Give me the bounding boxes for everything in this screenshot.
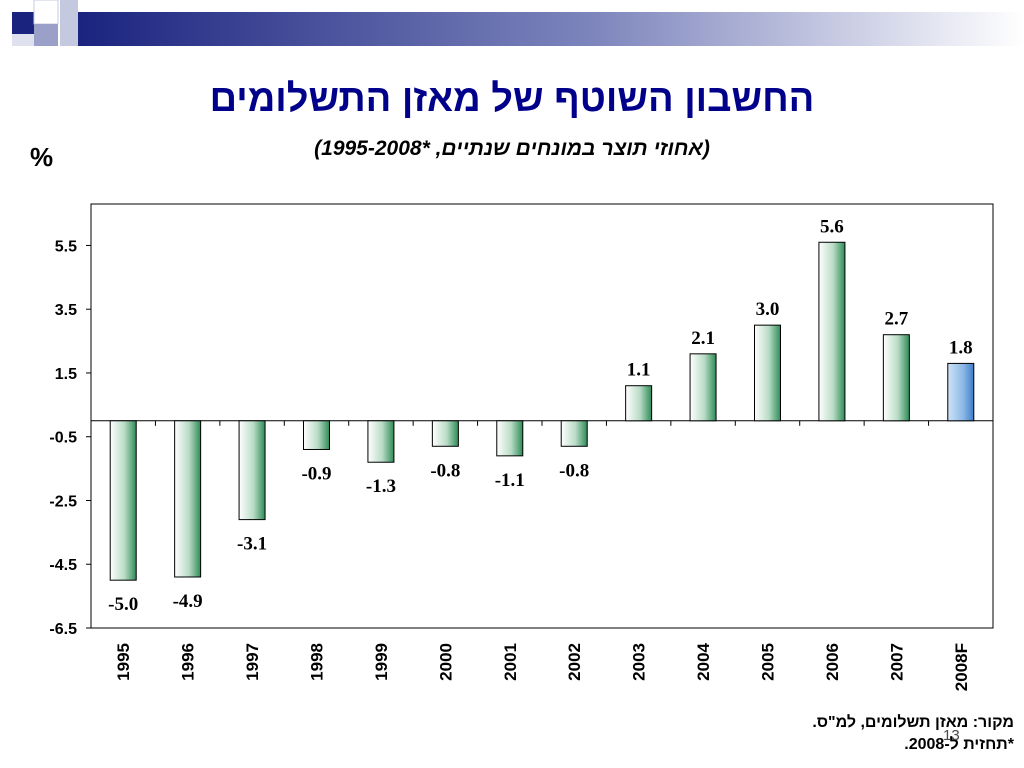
x-label-1995: 1995 — [114, 643, 133, 681]
value-label-2007: 2.7 — [884, 309, 908, 330]
x-label-2003: 2003 — [630, 643, 649, 681]
y-tick-label: -6.5 — [49, 621, 77, 638]
bar-2008F — [947, 362, 975, 422]
y-tick-label: -4.5 — [49, 557, 77, 574]
x-axis-labels: 1995 1996 1997 1998 1999 2000 2001 2002 2003 2004… — [114, 420, 971, 691]
x-label-1997: 1997 — [243, 643, 262, 681]
bar-2001 — [496, 420, 524, 457]
x-label-2004: 2004 — [694, 642, 713, 680]
source-note: מקור: מאזן תשלומים, למ"ס. *תחזית ל-2008. — [694, 712, 1014, 756]
x-label-2000: 2000 — [436, 643, 455, 681]
bar-2002 — [560, 420, 588, 447]
value-label-2003: 1.1 — [627, 360, 651, 381]
x-label-2007: 2007 — [887, 643, 906, 681]
x-label-2002: 2002 — [565, 643, 584, 681]
decorative-banner — [12, 0, 1024, 46]
value-label-1995: -5.0 — [108, 594, 138, 615]
bar-1998 — [303, 420, 330, 450]
x-label-1999: 1999 — [372, 643, 391, 681]
bar-2005 — [754, 324, 781, 422]
x-label-1998: 1998 — [308, 643, 327, 681]
x-label-2001: 2001 — [501, 643, 520, 681]
y-tick-label: 1.5 — [55, 366, 77, 383]
slide-title: החשבון השוטף של מאזן התשלומים — [209, 78, 815, 120]
value-label-2002: -0.8 — [559, 460, 589, 481]
bars — [109, 241, 975, 581]
value-label-1997: -3.1 — [237, 534, 267, 555]
value-label-1996: -4.9 — [173, 591, 203, 612]
bar-2007 — [882, 334, 910, 422]
bar-2004 — [689, 353, 717, 422]
value-label-2000: -0.8 — [430, 460, 460, 481]
x-label-2006: 2006 — [823, 643, 842, 681]
value-label-2005: 3.0 — [756, 299, 780, 320]
source-line: מקור: מאזן תשלומים, למ"ס. — [812, 714, 1014, 731]
value-labels: -5.0 -4.9 -3.1 -0.9 -1.3 -0.8 -1.1 -0.8 1.1 2.1 3.… — [108, 216, 972, 615]
value-label-2008F: 1.8 — [949, 337, 973, 358]
y-tick-label: 5.5 — [55, 238, 77, 255]
value-label-1999: -1.3 — [366, 476, 396, 497]
page-number: 13 — [943, 727, 960, 744]
plot-frame — [90, 203, 994, 629]
bar-1995 — [109, 420, 137, 581]
x-label-2005: 2005 — [759, 643, 778, 681]
value-label-2006: 5.6 — [820, 216, 844, 237]
bar-2000 — [431, 420, 459, 447]
bar-1996 — [174, 420, 202, 578]
unit-label: % — [30, 142, 54, 172]
y-axis: 5.5 3.5 1.5 -0.5 -2.5 -4.5 -6.5 — [49, 238, 91, 638]
x-label-1996: 1996 — [179, 643, 198, 681]
value-label-2001: -1.1 — [495, 470, 525, 491]
x-label-2008F: 2008F — [952, 643, 971, 691]
value-label-2004: 2.1 — [691, 328, 715, 349]
bar-2006 — [818, 241, 846, 422]
bar-1997 — [238, 420, 266, 521]
y-tick-label: 3.5 — [55, 302, 77, 319]
y-tick-label: -2.5 — [49, 493, 77, 510]
y-tick-label: -0.5 — [49, 430, 77, 447]
bar-2003 — [625, 385, 653, 422]
bar-1999 — [367, 420, 395, 463]
forecast-note: *תחזית ל-2008. — [904, 736, 1014, 753]
value-label-1998: -0.9 — [301, 463, 331, 484]
slide-subtitle: (אחוזי תוצר במונחים שנתיים, *1995-2008) — [314, 137, 710, 160]
